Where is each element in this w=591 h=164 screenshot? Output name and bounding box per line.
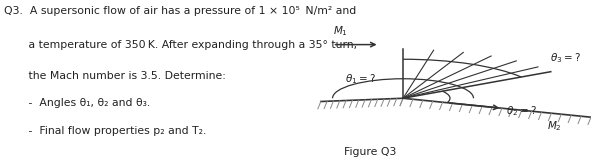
Text: Figure Q3: Figure Q3 bbox=[345, 147, 397, 157]
Text: $M_2$: $M_2$ bbox=[547, 119, 561, 133]
Text: a temperature of 350 K. After expanding through a 35° turn,: a temperature of 350 K. After expanding … bbox=[4, 40, 357, 50]
Text: $\theta_3 = ?$: $\theta_3 = ?$ bbox=[550, 51, 580, 64]
Text: $M_1$: $M_1$ bbox=[333, 24, 348, 38]
Text: $\theta_2 = ?$: $\theta_2 = ?$ bbox=[506, 104, 537, 118]
Text: -  Final flow properties p₂ and T₂.: - Final flow properties p₂ and T₂. bbox=[4, 126, 206, 136]
Text: Q3.  A supersonic flow of air has a pressure of 1 × 10⁵  N/m² and: Q3. A supersonic flow of air has a press… bbox=[4, 6, 356, 16]
Text: $\theta_1 = ?$: $\theta_1 = ?$ bbox=[346, 72, 376, 86]
Text: the Mach number is 3.5. Determine:: the Mach number is 3.5. Determine: bbox=[4, 71, 226, 81]
Text: -  Angles θ₁, θ₂ and θ₃.: - Angles θ₁, θ₂ and θ₃. bbox=[4, 98, 150, 108]
